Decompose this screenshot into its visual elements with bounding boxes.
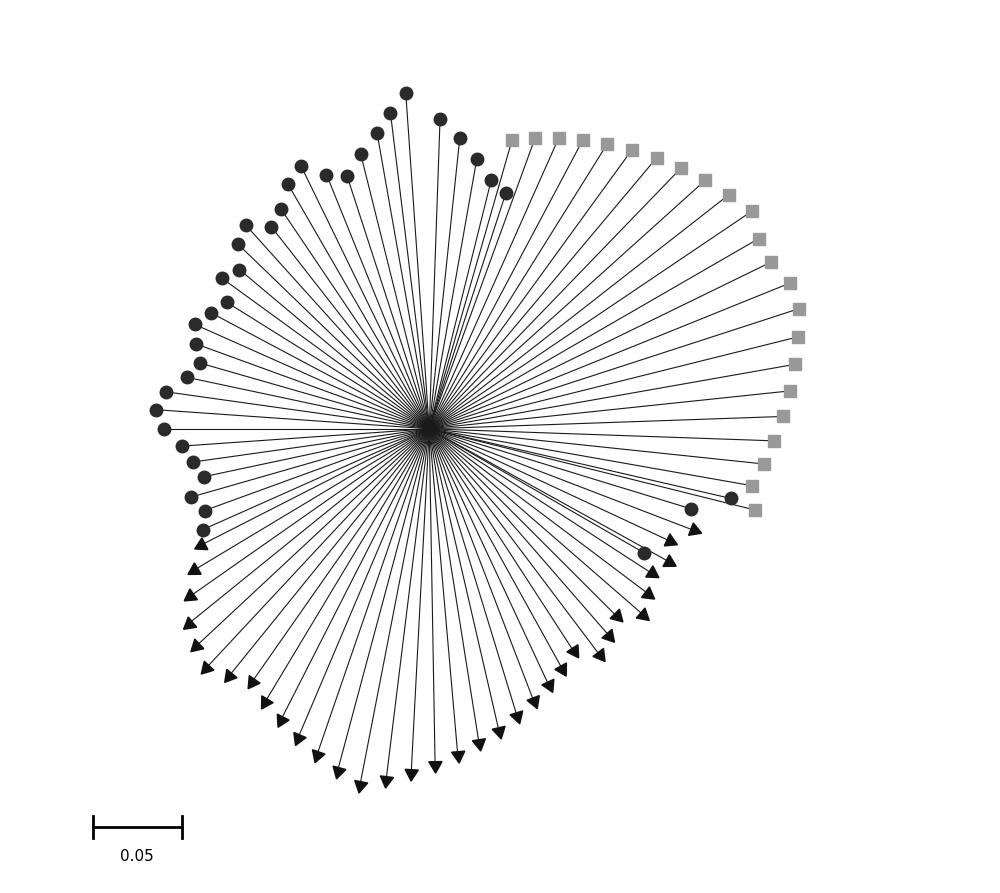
Text: 0.05: 0.05 bbox=[120, 849, 154, 864]
